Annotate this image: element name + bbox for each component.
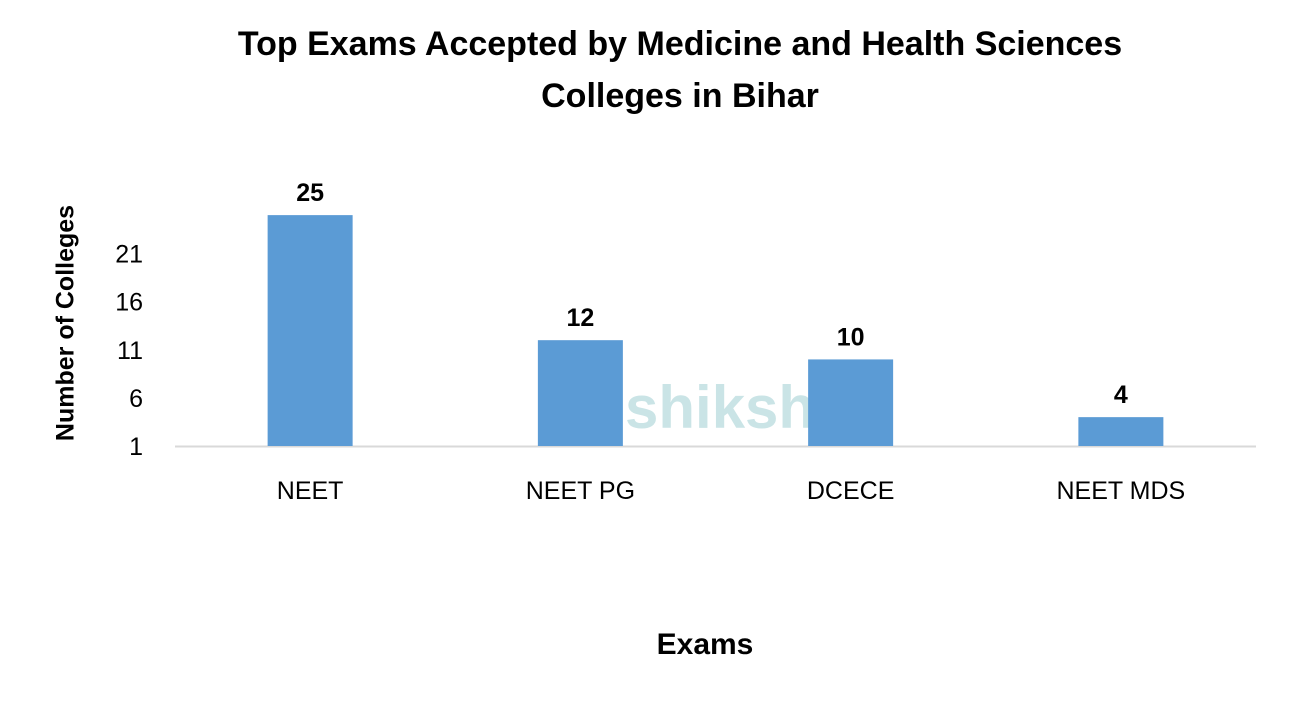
data-label: 4 bbox=[1114, 381, 1128, 409]
y-tick-label: 11 bbox=[117, 337, 143, 365]
x-tick-label: DCECE bbox=[807, 477, 895, 505]
bar-neet-pg bbox=[537, 340, 623, 446]
y-tick-label: 1 bbox=[129, 433, 143, 461]
chart-title-line-1: Top Exams Accepted by Medicine and Healt… bbox=[237, 25, 1123, 63]
x-axis-label: Exams bbox=[656, 628, 754, 661]
x-tick-label: NEET bbox=[277, 477, 344, 505]
chart-title: Top Exams Accepted by Medicine and Healt… bbox=[0, 18, 1296, 122]
chart-title-line-2: Colleges in Bihar bbox=[541, 77, 819, 115]
y-tick-label: 6 bbox=[129, 385, 143, 413]
bar-neet bbox=[267, 215, 353, 446]
y-tick-label: 16 bbox=[115, 289, 143, 317]
bar-dcece bbox=[808, 359, 894, 446]
y-tick-label: 21 bbox=[115, 241, 143, 269]
bar-neet-mds bbox=[1078, 417, 1164, 446]
x-tick-label: NEET MDS bbox=[1057, 477, 1186, 505]
x-tick-label: NEET PG bbox=[526, 477, 635, 505]
data-label: 10 bbox=[837, 323, 865, 351]
data-label: 12 bbox=[566, 304, 594, 332]
data-label: 25 bbox=[296, 179, 324, 207]
